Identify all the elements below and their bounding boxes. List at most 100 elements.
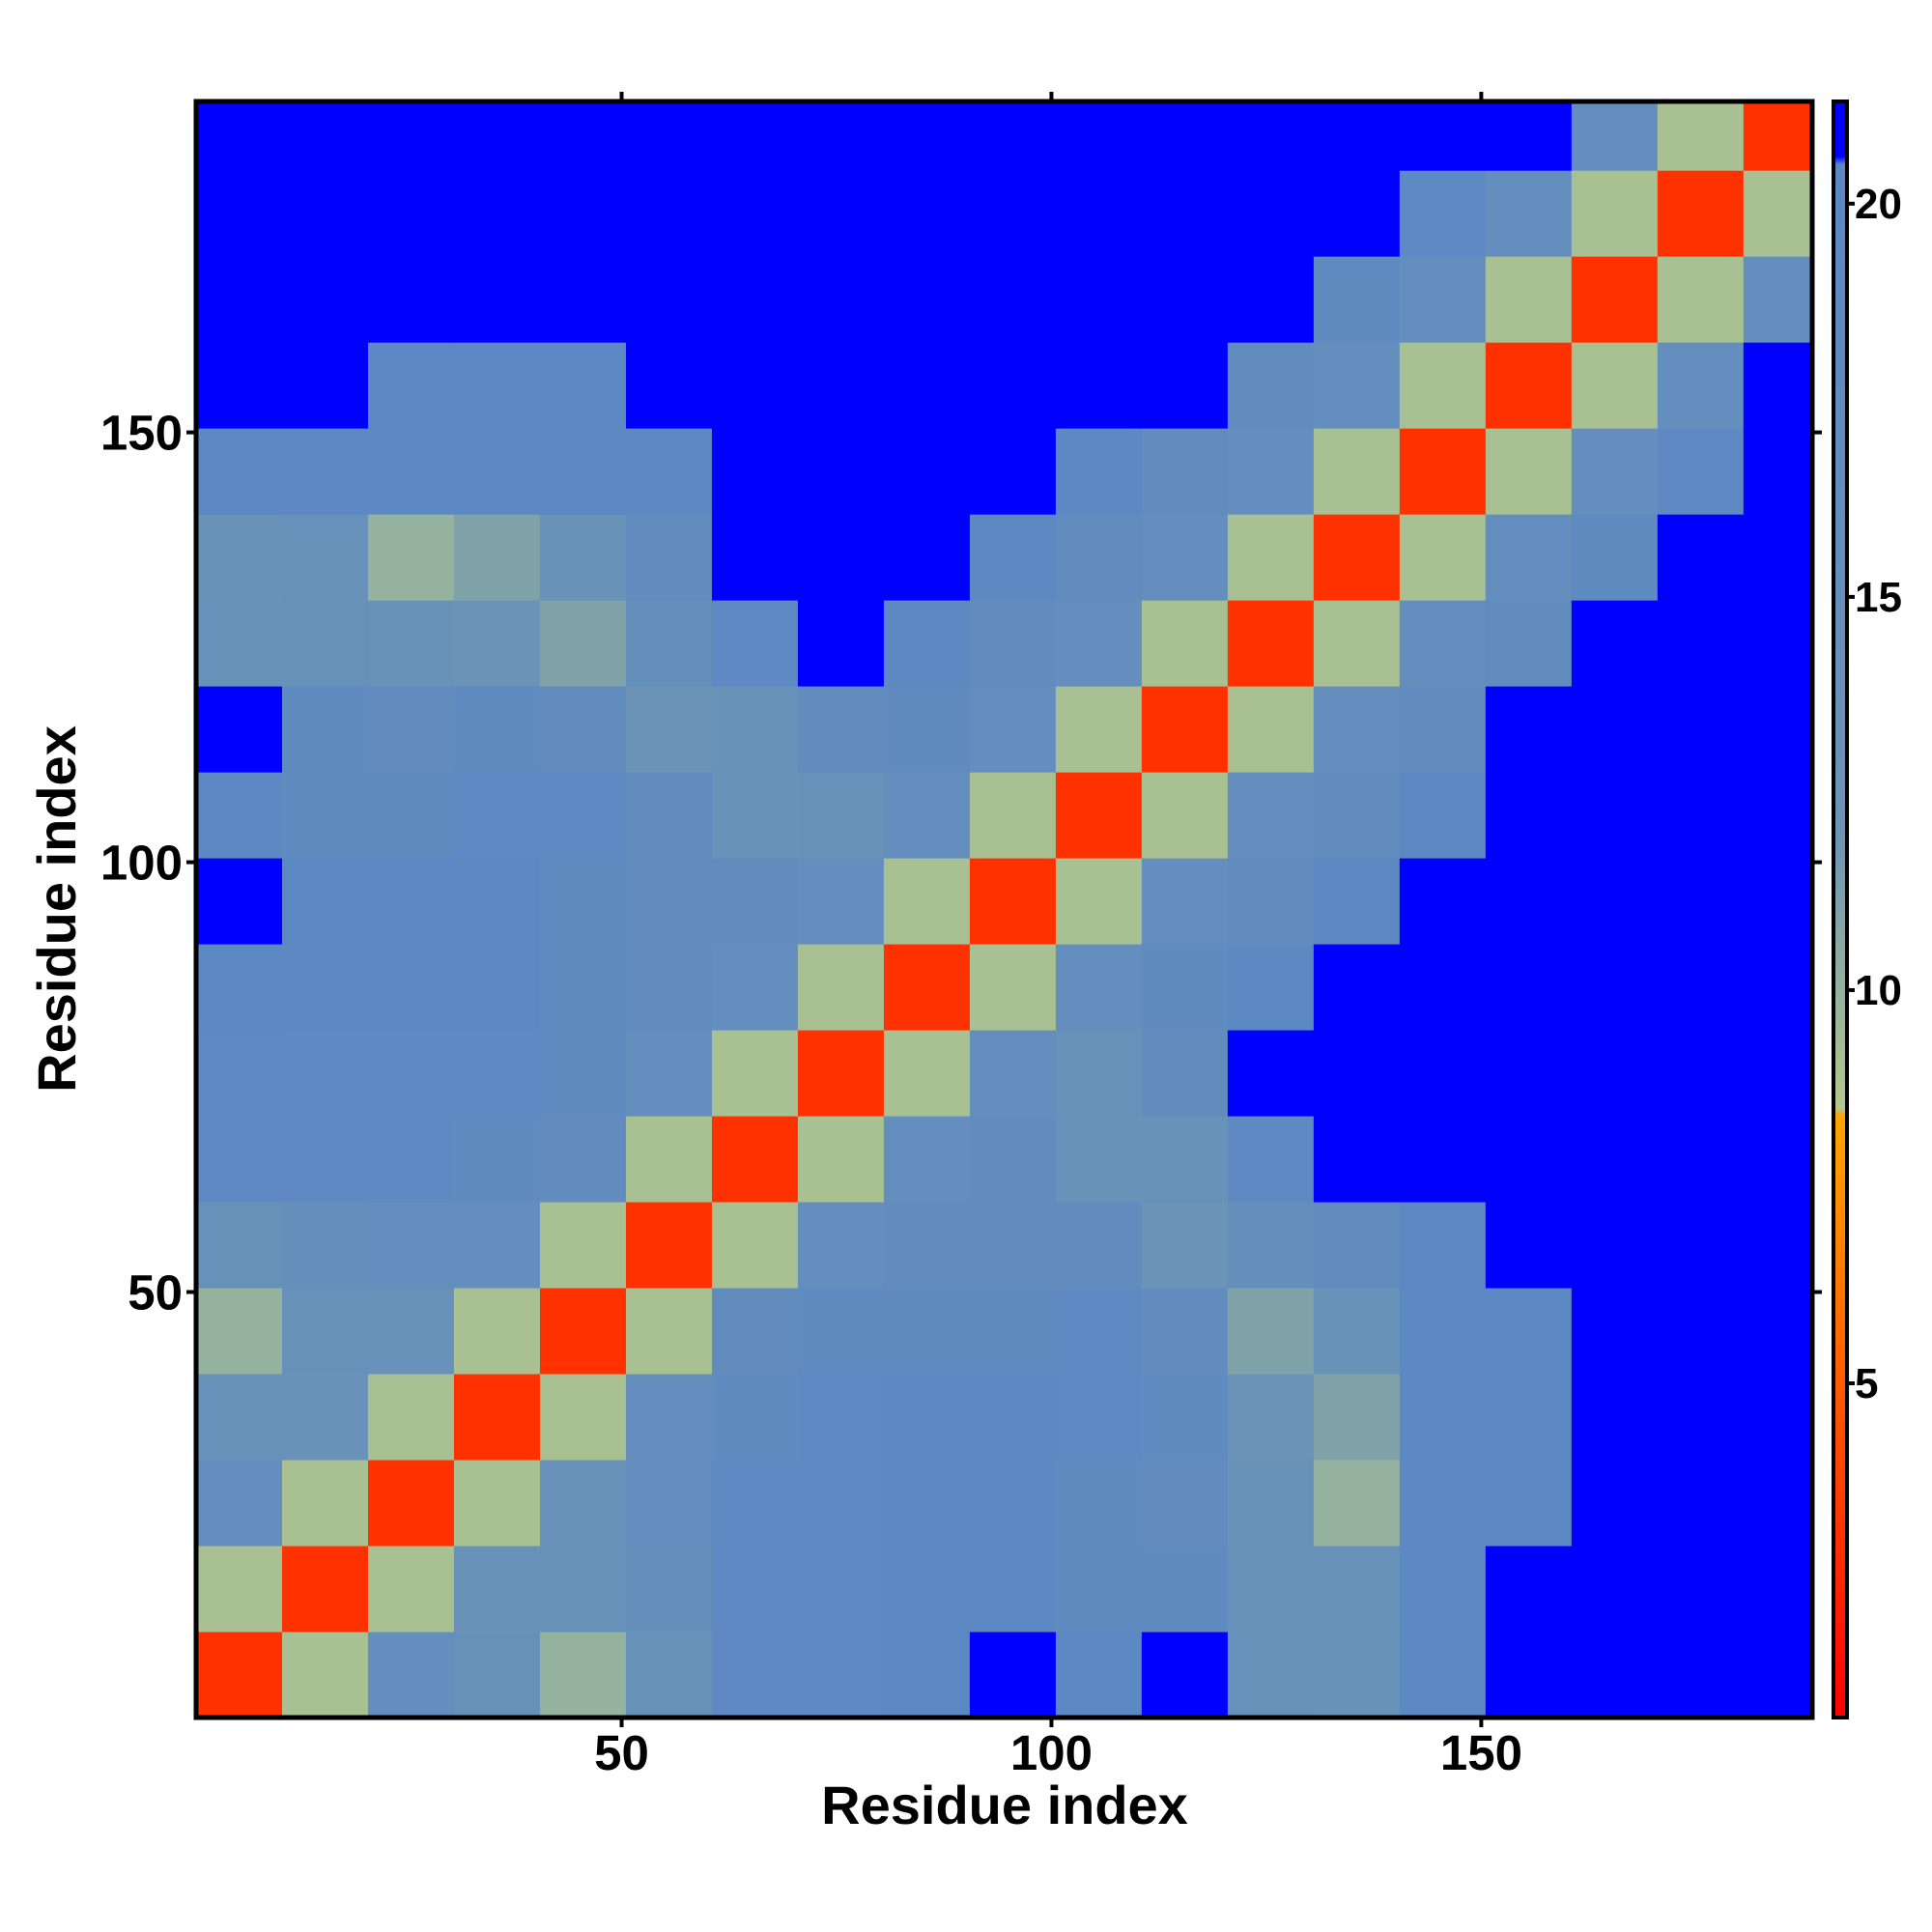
heat-cell	[1743, 170, 1813, 257]
heat-cell	[1657, 858, 1745, 945]
heat-cell	[711, 1460, 799, 1547]
heat-cell	[1055, 686, 1143, 773]
heat-cell	[883, 858, 971, 945]
heat-cell	[1141, 170, 1229, 257]
heat-cell	[1399, 428, 1487, 515]
heat-cell	[1227, 428, 1315, 515]
heat-cell	[1657, 772, 1745, 859]
heat-cell	[883, 686, 971, 773]
heat-cell	[797, 944, 885, 1031]
colorbar-tick-label: 20	[1855, 181, 1902, 228]
heat-cell	[367, 1632, 455, 1719]
heat-cell	[625, 1202, 713, 1289]
heat-cell	[1743, 1546, 1813, 1633]
heat-cell	[1399, 1374, 1487, 1461]
heat-cell	[711, 600, 799, 687]
heat-cell	[1141, 1202, 1229, 1289]
heat-cell	[1485, 170, 1573, 257]
x-tick-label: 100	[1010, 1725, 1093, 1780]
heat-cell	[1399, 1030, 1487, 1117]
heat-cell	[367, 514, 455, 601]
heat-cell	[1313, 1202, 1401, 1289]
heat-cell	[281, 101, 369, 171]
heat-cell	[1571, 170, 1659, 257]
heat-cell	[1571, 101, 1659, 171]
heat-cell	[625, 1632, 713, 1719]
heat-cell	[625, 1374, 713, 1461]
heat-cell	[797, 600, 885, 687]
heat-cell	[367, 1374, 455, 1461]
heat-cell	[969, 1460, 1057, 1547]
heat-cell	[1313, 772, 1401, 859]
heat-cell	[1571, 1116, 1659, 1203]
heat-cell	[367, 256, 455, 343]
y-axis-title: Residue index	[26, 725, 87, 1093]
heat-cell	[711, 944, 799, 1031]
heat-cell	[969, 600, 1057, 687]
heat-cell	[196, 1116, 283, 1203]
heat-cell	[1657, 1030, 1745, 1117]
heat-cell	[1657, 686, 1745, 773]
heat-cell	[883, 1116, 971, 1203]
heat-cell	[1485, 101, 1573, 171]
heat-cell	[367, 428, 455, 515]
heat-cell	[1055, 1632, 1143, 1719]
heat-cell	[1141, 428, 1229, 515]
heat-cell	[1313, 1030, 1401, 1117]
heat-cell	[1141, 858, 1229, 945]
heat-cell	[797, 1460, 885, 1547]
heat-cell	[1055, 1460, 1143, 1547]
heat-cell	[1141, 944, 1229, 1031]
heat-cell	[1571, 600, 1659, 687]
heat-cell	[625, 1460, 713, 1547]
heat-cell	[1743, 342, 1813, 429]
heat-cell	[1227, 1374, 1315, 1461]
y-tick-label: 100	[100, 836, 183, 891]
heat-cell	[1055, 1546, 1143, 1633]
heat-cell	[196, 1546, 283, 1633]
heat-cell	[1743, 1116, 1813, 1203]
heat-cell	[883, 256, 971, 343]
heat-cell	[1055, 514, 1143, 601]
heat-cell	[1055, 858, 1143, 945]
heat-cell	[625, 686, 713, 773]
heat-cell	[1743, 1202, 1813, 1289]
heat-cell	[625, 1546, 713, 1633]
heat-cell	[1399, 1460, 1487, 1547]
heat-cell	[1313, 342, 1401, 429]
heat-cell	[711, 1030, 799, 1117]
heat-cell	[969, 1632, 1057, 1719]
heat-cell	[1657, 1460, 1745, 1547]
heat-cell	[797, 342, 885, 429]
y-tick-label: 50	[128, 1265, 183, 1321]
heat-cell	[1141, 1288, 1229, 1375]
heat-cell	[367, 858, 455, 945]
heat-cell	[1055, 342, 1143, 429]
heat-cell	[1055, 101, 1143, 171]
heat-cell	[1313, 600, 1401, 687]
heat-cell	[1141, 1374, 1229, 1461]
heat-cell	[711, 686, 799, 773]
heat-cell	[1743, 101, 1813, 171]
heat-cell	[625, 514, 713, 601]
heat-cell	[1657, 944, 1745, 1031]
heat-cell	[969, 1374, 1057, 1461]
heat-cell	[1657, 101, 1745, 171]
heat-cell	[1313, 1546, 1401, 1633]
heat-cell	[367, 1202, 455, 1289]
heat-cell	[1743, 1030, 1813, 1117]
heat-cell	[1055, 1288, 1143, 1375]
heat-cell	[883, 1374, 971, 1461]
heat-cell	[969, 342, 1057, 429]
heat-cell	[453, 170, 541, 257]
heat-cell	[1743, 1632, 1813, 1719]
heat-cell	[1399, 1116, 1487, 1203]
heat-cell	[969, 170, 1057, 257]
heat-cell	[625, 1288, 713, 1375]
heat-cell	[281, 858, 369, 945]
heat-cell	[196, 514, 283, 601]
heat-cell	[367, 342, 455, 429]
heat-cell	[1055, 600, 1143, 687]
heat-cell	[1055, 256, 1143, 343]
